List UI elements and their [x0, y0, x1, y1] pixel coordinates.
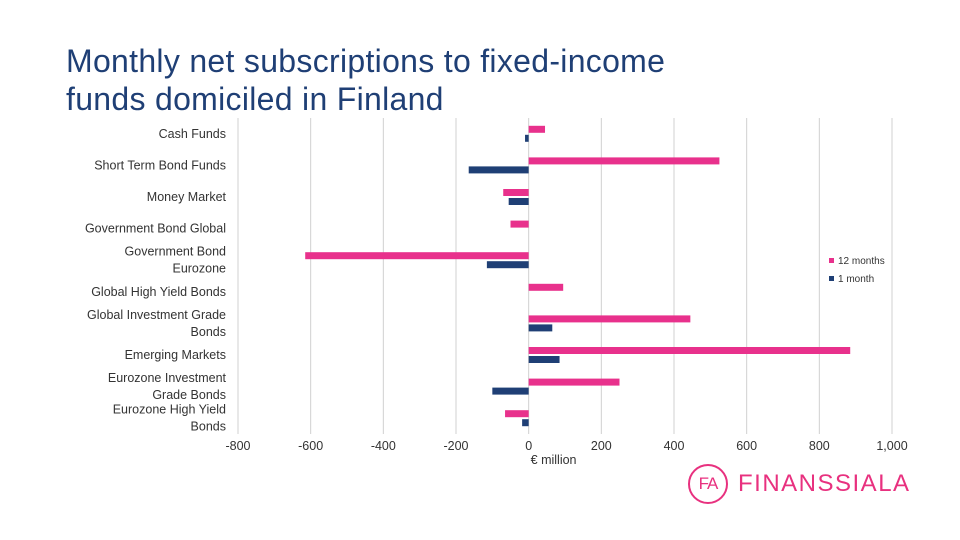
- x-tick-label: -200: [443, 439, 468, 453]
- category-label: Short Term Bond Funds: [94, 158, 226, 172]
- x-tick-label: 1,000: [876, 439, 907, 453]
- bar-1-month: [528, 324, 553, 332]
- legend-label-12-months: 12 months: [838, 256, 885, 267]
- bar-12-months: [528, 378, 620, 386]
- bar-1-month: [468, 166, 529, 174]
- category-label: Eurozone: [172, 262, 226, 276]
- category-label: Money Market: [147, 190, 227, 204]
- category-label: Emerging Markets: [125, 348, 226, 362]
- category-label: Eurozone High Yield: [113, 403, 226, 417]
- category-label: Global High Yield Bonds: [91, 285, 226, 299]
- bar-12-months: [510, 220, 529, 228]
- bar-1-month: [528, 356, 560, 363]
- category-label: Grade Bonds: [152, 388, 226, 402]
- bar-12-months: [528, 315, 691, 323]
- x-axis-title: € million: [531, 453, 577, 467]
- title-line-1: Monthly net subscriptions to fixed-incom…: [66, 43, 666, 79]
- logo-text: FINANSSIALA: [738, 470, 911, 497]
- bar-12-months: [528, 157, 720, 165]
- bar-1-month: [508, 198, 529, 205]
- category-label: Global Investment Grade: [87, 308, 226, 322]
- bar-12-months: [305, 252, 529, 260]
- logo-mark-icon: FA: [688, 464, 728, 504]
- bar-1-month: [486, 261, 529, 269]
- category-label: Cash Funds: [159, 127, 226, 141]
- finanssiala-logo: FA FINANSSIALA: [688, 462, 911, 506]
- legend-label-1-month: 1 month: [838, 274, 874, 285]
- x-tick-label: -600: [298, 439, 323, 453]
- bar-12-months: [528, 125, 546, 133]
- bar-12-months: [528, 283, 564, 291]
- slide-title: Monthly net subscriptions to fixed-incom…: [66, 42, 866, 118]
- x-tick-label: 400: [664, 439, 685, 453]
- x-tick-label: 200: [591, 439, 612, 453]
- category-label: Eurozone Investment: [108, 371, 227, 385]
- x-tick-label: -800: [225, 439, 250, 453]
- bar-12-months: [528, 347, 851, 354]
- category-label: Government Bond Global: [85, 222, 226, 236]
- title-line-2: funds domiciled in Finland: [66, 81, 444, 117]
- legend-swatch-12-months: [829, 258, 834, 263]
- bar-1-month: [492, 387, 529, 395]
- legend-swatch-1-month: [829, 276, 834, 281]
- bar-1-month: [525, 134, 529, 142]
- x-tick-label: 600: [736, 439, 757, 453]
- x-tick-label: 800: [809, 439, 830, 453]
- bar-12-months: [505, 410, 529, 418]
- category-label: Bonds: [191, 325, 226, 339]
- bar-12-months: [503, 189, 529, 196]
- bar-1-month: [522, 419, 529, 427]
- category-label: Bonds: [191, 420, 226, 434]
- x-tick-label: -400: [371, 439, 396, 453]
- x-tick-label: 0: [525, 439, 532, 453]
- category-label: Government Bond: [125, 245, 226, 259]
